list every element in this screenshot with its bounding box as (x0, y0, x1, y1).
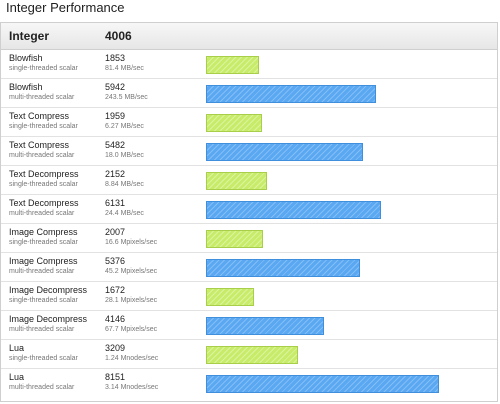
rate-label: 16.6 Mpixels/sec (105, 239, 158, 246)
rate-label: 28.1 Mpixels/sec (105, 297, 158, 304)
rate-label: 24.4 MB/sec (105, 210, 144, 217)
score-label: 3209 (105, 343, 126, 353)
test-mode: single-threaded scalar (9, 297, 78, 304)
test-name: Blowfish (9, 53, 43, 63)
rate-label: 243.5 MB/sec (105, 94, 148, 101)
multi-threaded-bar (206, 85, 376, 103)
test-name: Blowfish (9, 82, 43, 92)
test-mode: single-threaded scalar (9, 65, 78, 72)
score-label: 8151 (105, 372, 126, 382)
table-row: Lua single-threaded scalar 3209 1.24 Mnodes… (1, 340, 497, 369)
rate-label: 67.7 Mpixels/sec (105, 326, 158, 333)
test-mode: multi-threaded scalar (9, 326, 75, 333)
score-label: 1959 (105, 111, 126, 121)
table-row: Lua multi-threaded scalar 8151 3.14 Mnodes/… (1, 369, 497, 398)
table-row: Text Decompress single-threaded scalar 215… (1, 166, 497, 195)
single-threaded-bar (206, 288, 254, 306)
score-label: 1853 (105, 53, 126, 63)
multi-threaded-bar (206, 375, 439, 393)
table-row: Text Decompress multi-threaded scalar 6131… (1, 195, 497, 224)
score-label: 5482 (105, 140, 126, 150)
test-name: Lua (9, 343, 25, 353)
multi-threaded-bar (206, 143, 363, 161)
table-header: Integer 4006 (1, 23, 497, 50)
test-mode: multi-threaded scalar (9, 94, 75, 101)
integer-results-table: Integer 4006 Blowfish single-threaded sca… (0, 22, 498, 402)
single-threaded-bar (206, 114, 262, 132)
table-row: Blowfish single-threaded scalar 1853 81.4 M… (1, 50, 497, 79)
single-threaded-bar (206, 346, 298, 364)
multi-threaded-bar (206, 317, 324, 335)
score-label: 5376 (105, 256, 126, 266)
test-name: Image Decompress (9, 314, 88, 324)
test-mode: multi-threaded scalar (9, 268, 75, 275)
table-row: Text Compress single-threaded scalar 1959 6… (1, 108, 497, 137)
test-name: Image Compress (9, 256, 78, 266)
test-mode: single-threaded scalar (9, 239, 78, 246)
test-mode: multi-threaded scalar (9, 384, 75, 391)
test-name: Text Decompress (9, 169, 79, 179)
score-label: 4146 (105, 314, 126, 324)
score-label: 2007 (105, 227, 126, 237)
table-row: Image Decompress single-threaded scalar 16… (1, 282, 497, 311)
rate-label: 1.24 Mnodes/sec (105, 355, 159, 362)
table-row: Blowfish multi-threaded scalar 5942 243.5 M… (1, 79, 497, 108)
multi-threaded-bar (206, 259, 360, 277)
test-name: Text Compress (9, 140, 70, 150)
rate-label: 81.4 MB/sec (105, 65, 144, 72)
rate-label: 6.27 MB/sec (105, 123, 144, 130)
multi-threaded-bar (206, 201, 381, 219)
test-mode: multi-threaded scalar (9, 210, 75, 217)
section-title: Integer Performance (6, 0, 125, 15)
single-threaded-bar (206, 172, 267, 190)
test-name: Image Decompress (9, 285, 88, 295)
score-label: 5942 (105, 82, 126, 92)
single-threaded-bar (206, 56, 259, 74)
table-rows: Blowfish single-threaded scalar 1853 81.4 M… (1, 50, 497, 398)
rate-label: 3.14 Mnodes/sec (105, 384, 159, 391)
header-score: 4006 (105, 29, 132, 43)
score-label: 2152 (105, 169, 126, 179)
test-name: Text Decompress (9, 198, 79, 208)
test-mode: single-threaded scalar (9, 181, 78, 188)
test-mode: multi-threaded scalar (9, 152, 75, 159)
test-name: Text Compress (9, 111, 70, 121)
rate-label: 18.0 MB/sec (105, 152, 144, 159)
test-name: Lua (9, 372, 25, 382)
rate-label: 8.84 MB/sec (105, 181, 144, 188)
rate-label: 45.2 Mpixels/sec (105, 268, 158, 275)
table-row: Image Compress single-threaded scalar 2007… (1, 224, 497, 253)
table-row: Image Decompress multi-threaded scalar 414… (1, 311, 497, 340)
table-row: Image Compress multi-threaded scalar 5376 4… (1, 253, 497, 282)
score-label: 1672 (105, 285, 126, 295)
test-name: Image Compress (9, 227, 78, 237)
table-row: Text Compress multi-threaded scalar 5482 18… (1, 137, 497, 166)
test-mode: single-threaded scalar (9, 123, 78, 130)
test-mode: single-threaded scalar (9, 355, 78, 362)
score-label: 6131 (105, 198, 126, 208)
header-label: Integer (9, 29, 50, 43)
single-threaded-bar (206, 230, 263, 248)
